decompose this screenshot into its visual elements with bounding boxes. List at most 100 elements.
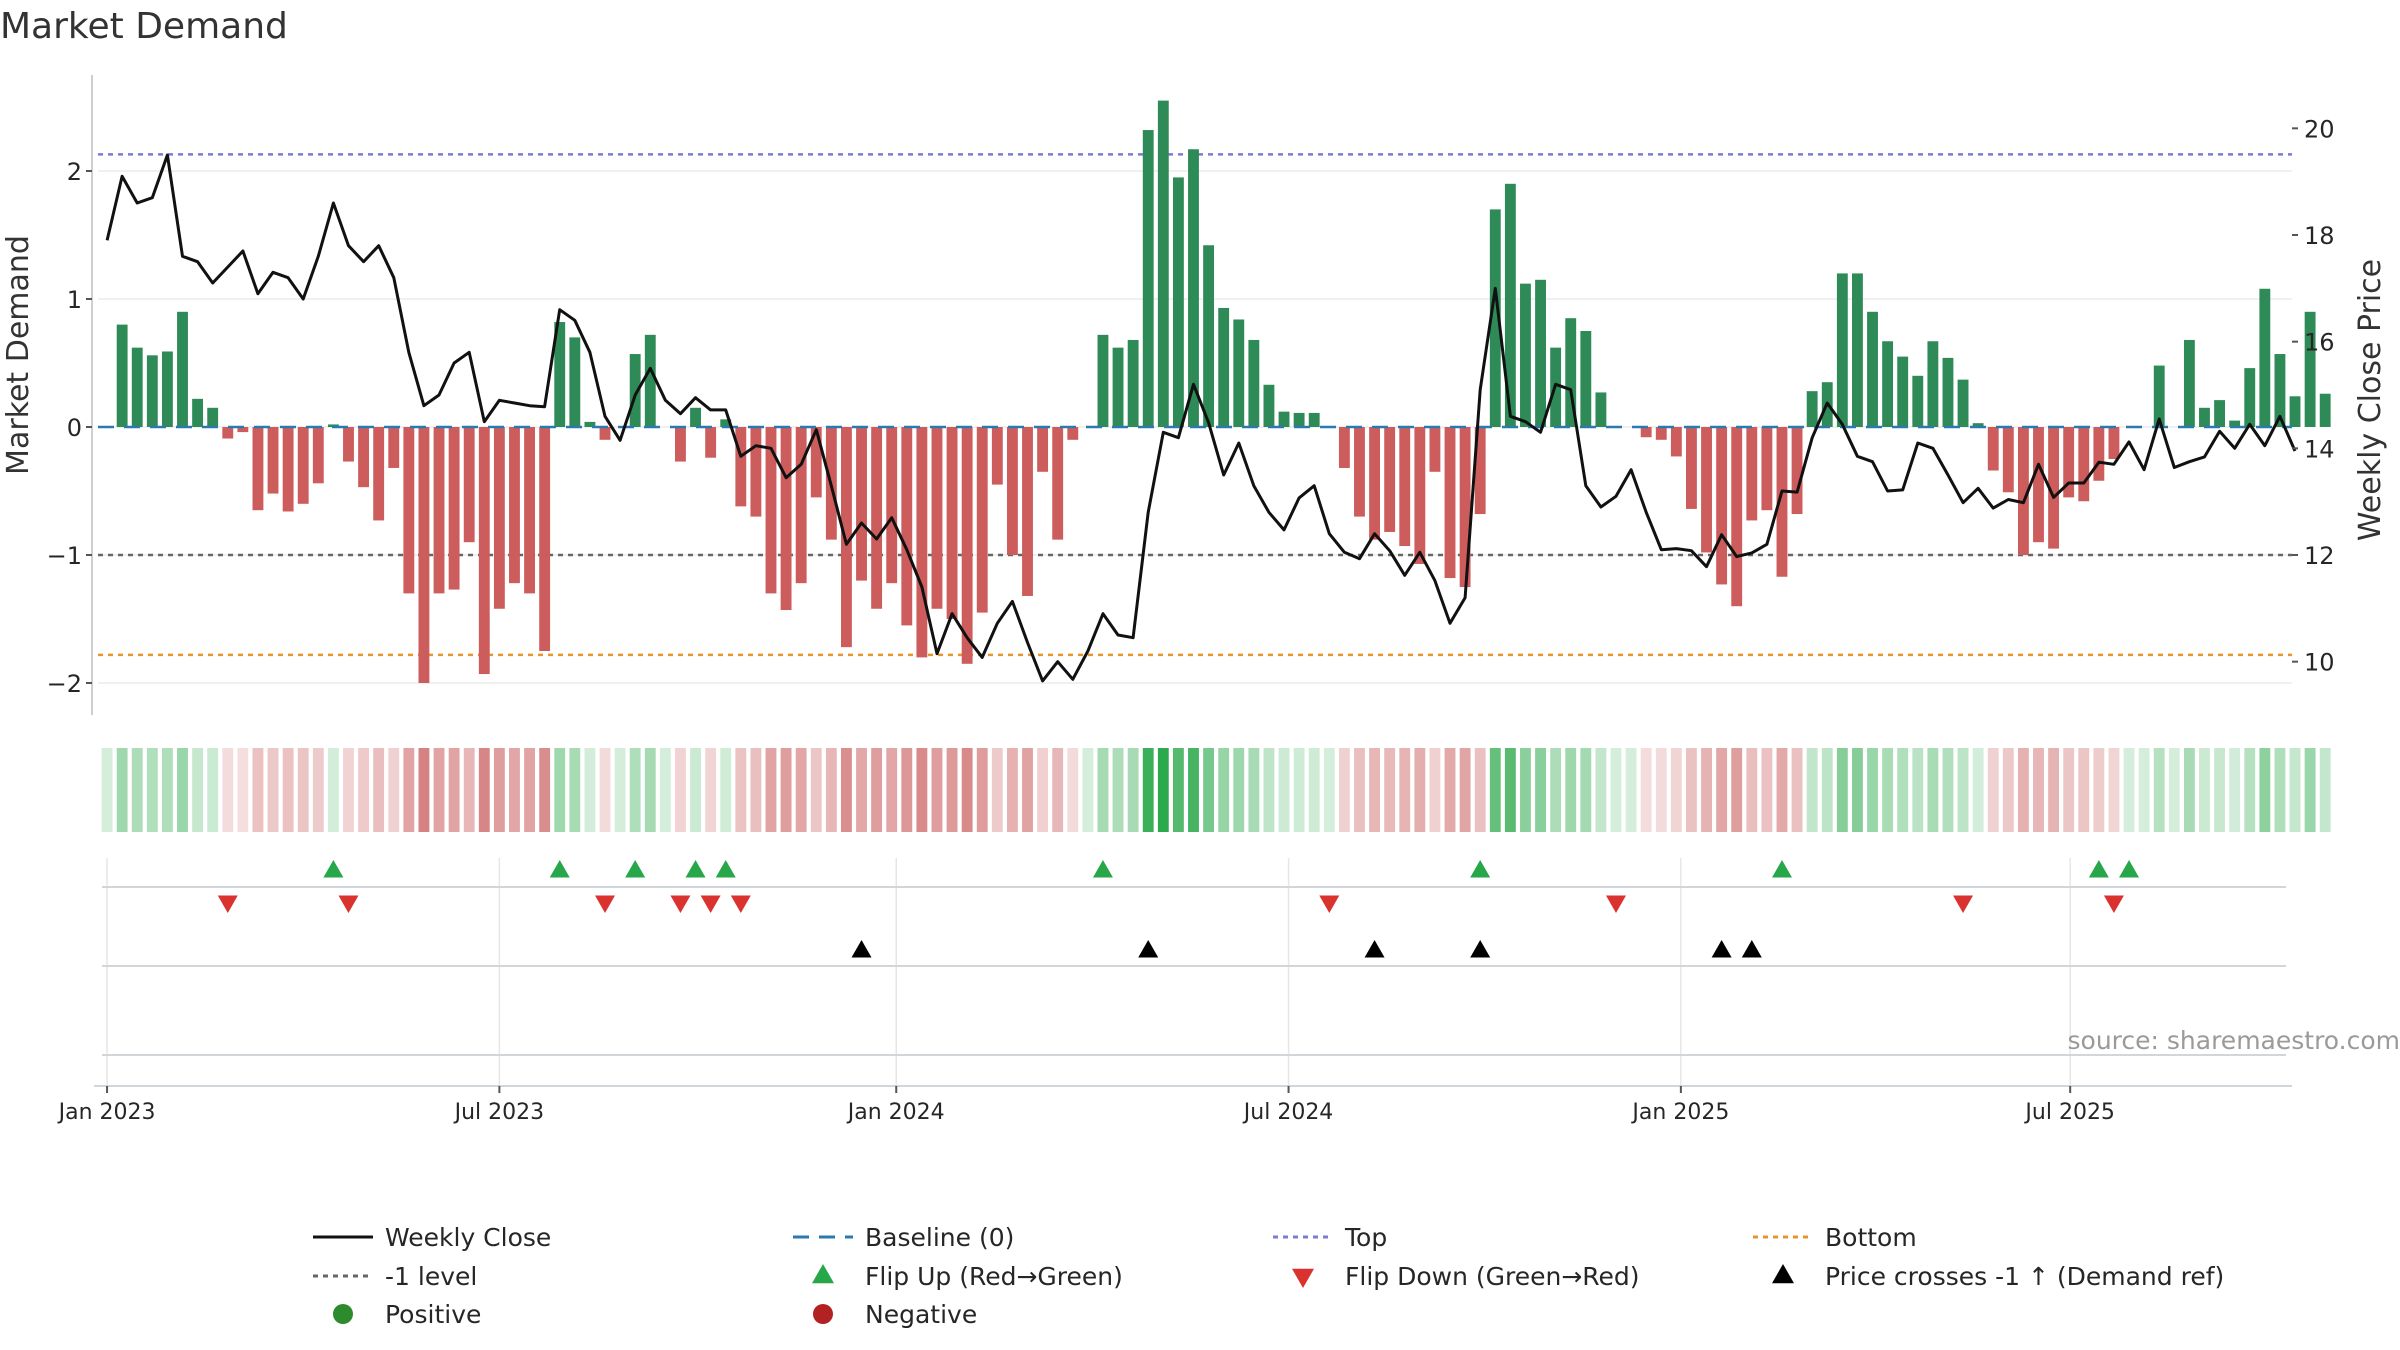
heat-cell — [901, 748, 913, 832]
legend-marker — [812, 1264, 834, 1284]
heat-cell — [675, 748, 686, 832]
heat-cell — [1912, 748, 1924, 832]
legend-marker — [1292, 1268, 1314, 1288]
demand-bar — [2108, 427, 2120, 459]
demand-bar — [358, 427, 370, 488]
heat-cell — [1248, 748, 1260, 832]
heat-cell — [418, 748, 430, 832]
demand-bar — [569, 337, 581, 427]
heat-cell — [825, 748, 837, 832]
legend-item: Flip Up (Red→Green) — [812, 1262, 1123, 1291]
demand-bar — [871, 427, 883, 609]
heat-cell — [1550, 748, 1562, 832]
demand-bar — [1972, 423, 1984, 427]
heat-cell — [1821, 748, 1833, 832]
heat-cell — [509, 748, 520, 832]
heat-cell — [343, 748, 354, 832]
heat-cell — [961, 748, 973, 832]
heat-cell — [1429, 748, 1441, 832]
flip-up-marker — [2119, 860, 2140, 878]
legend-label: Positive — [385, 1300, 481, 1329]
heat-cell — [478, 748, 490, 832]
heat-cell — [1716, 748, 1728, 832]
heat-cell — [1384, 748, 1396, 832]
heat-cell — [2199, 748, 2210, 832]
heat-cell — [1293, 748, 1305, 832]
demand-bar — [403, 427, 415, 594]
heat-cell — [1701, 748, 1712, 832]
heat-cell — [1731, 748, 1743, 832]
demand-bar — [131, 347, 143, 427]
x-tick-label: Jan 2023 — [57, 1100, 156, 1125]
demand-bar — [267, 427, 279, 494]
heat-cell — [1836, 748, 1848, 832]
legend: Weekly Close Baseline (0) Top Bottom -1 leve… — [313, 1223, 2224, 1329]
heat-cell — [1580, 748, 1592, 832]
demand-bar — [1006, 427, 1018, 555]
demand-bar — [297, 427, 309, 504]
demand-bar — [1172, 177, 1184, 427]
heat-cell — [1761, 748, 1773, 832]
demand-bar — [2183, 339, 2195, 427]
demand-bar — [765, 427, 777, 594]
demand-bar — [2214, 400, 2226, 427]
heat-cell — [795, 748, 807, 832]
heat-cell — [690, 748, 701, 832]
demand-bar — [1489, 209, 1501, 427]
demand-bar — [1504, 183, 1516, 427]
demand-bar — [1942, 357, 1954, 427]
demand-bar — [222, 427, 234, 439]
demand-bar — [388, 427, 400, 468]
legend-label: Negative — [865, 1300, 977, 1329]
weekly-close-polyline — [105, 153, 2297, 683]
demand-bar — [1957, 379, 1969, 427]
flip-down-marker — [670, 895, 691, 913]
y-axis-right-label: Weekly Close Price — [2353, 259, 2388, 541]
y-right-tick-label: 18 — [2304, 222, 2335, 250]
heat-cell — [1112, 748, 1124, 832]
heat-cell — [554, 748, 566, 832]
y-right-tick-label: 20 — [2304, 115, 2335, 143]
signal-markers — [94, 860, 2292, 1087]
heat-cell — [2229, 748, 2241, 832]
demand-bar — [916, 427, 928, 658]
demand-bar — [207, 407, 219, 427]
heat-cell — [1867, 748, 1878, 832]
flip-down-marker — [1953, 895, 1974, 913]
demand-bar — [1263, 384, 1275, 427]
demand-bar — [478, 427, 490, 675]
weekly-close-line — [105, 153, 2297, 683]
demand-bar — [1308, 412, 1320, 427]
demand-bar — [675, 427, 686, 462]
heat-cell — [2078, 748, 2090, 832]
demand-bar — [192, 398, 204, 427]
heat-cell — [222, 748, 234, 832]
heat-cell — [2108, 748, 2120, 832]
legend-label: Weekly Close — [385, 1223, 551, 1252]
demand-bar — [1746, 427, 1758, 521]
heat-cell — [252, 748, 264, 832]
demand-bar — [2048, 427, 2060, 549]
heat-cell — [2259, 748, 2271, 832]
demand-bar — [2319, 393, 2331, 427]
heat-cell — [2138, 748, 2150, 832]
heat-cell — [2048, 748, 2060, 832]
heat-cell — [1218, 748, 1230, 832]
flip-up-marker — [549, 860, 570, 878]
heat-cell — [2123, 748, 2135, 832]
demand-bar — [1565, 318, 1577, 427]
demand-bar — [343, 427, 354, 462]
heat-cell — [1686, 748, 1697, 832]
flip-up-marker — [685, 860, 706, 878]
heat-cell — [2063, 748, 2075, 832]
price-cross-marker — [851, 940, 872, 958]
demand-bar — [524, 427, 535, 594]
demand-bar — [177, 311, 188, 427]
demand-bar — [2063, 427, 2075, 498]
demand-bar — [961, 427, 973, 664]
heat-cell — [312, 748, 324, 832]
legend-item: Flip Down (Green→Red) — [1292, 1262, 1640, 1291]
demand-bar — [1399, 427, 1411, 547]
heat-cell — [433, 748, 445, 832]
legend-label: Baseline (0) — [865, 1223, 1014, 1252]
